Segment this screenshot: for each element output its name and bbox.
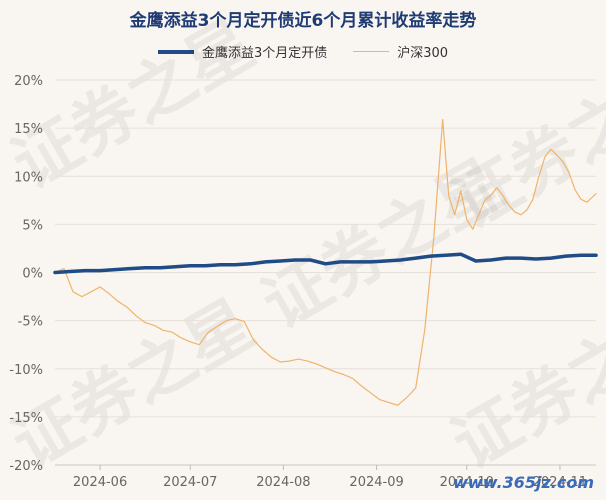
x-tick-label: 2024-08: [256, 475, 310, 490]
y-tick-label: 15%: [14, 122, 43, 137]
y-tick-label: 0%: [22, 267, 43, 282]
site-watermark: www.365jz.com: [453, 473, 594, 492]
y-tick-label: 10%: [14, 170, 43, 185]
x-tick-label: 2024-11: [533, 475, 587, 490]
series-layer: [53, 118, 598, 406]
y-tick-label: -20%: [9, 459, 43, 474]
legend-label-fund: 金鹰添益3个月定开债: [201, 46, 328, 61]
legend-swatch-fund: [157, 49, 194, 54]
x-tick-label: 2024-09: [349, 475, 403, 490]
legend-item-fund[interactable]: 金鹰添益3个月定开债: [157, 42, 328, 61]
y-tick-label: -15%: [9, 411, 43, 426]
legend-label-index: 沪深300: [397, 46, 449, 61]
grid-lines: [55, 79, 596, 466]
x-tick-label: 2024-06: [73, 475, 127, 490]
legend-swatch-index: [353, 51, 390, 52]
legend: 金鹰添益3个月定开债 沪深300: [0, 42, 606, 61]
watermark-text: 证券之星: [440, 285, 606, 484]
chart-title: 金鹰添益3个月定开债近6个月累计收益率走势: [129, 11, 477, 31]
series-line-fund: [53, 252, 598, 275]
y-tick-label: 20%: [14, 74, 43, 89]
y-tick-label: -10%: [9, 363, 43, 378]
x-tick-label: 2024-07: [163, 475, 217, 490]
x-axis-ticks: 2024-06 2024-07 2024-08 2024-09 2024-10 2024-…: [73, 465, 587, 490]
y-tick-label: 5%: [22, 218, 43, 233]
series-line-index: [54, 118, 597, 406]
x-tick-label: 2024-10: [440, 475, 494, 490]
y-axis-ticks: 20% 15% 10% 5% 0% -5% -10% -15% -20%: [9, 74, 43, 474]
legend-item-index[interactable]: 沪深300: [353, 42, 448, 61]
y-tick-label: -5%: [18, 315, 43, 330]
